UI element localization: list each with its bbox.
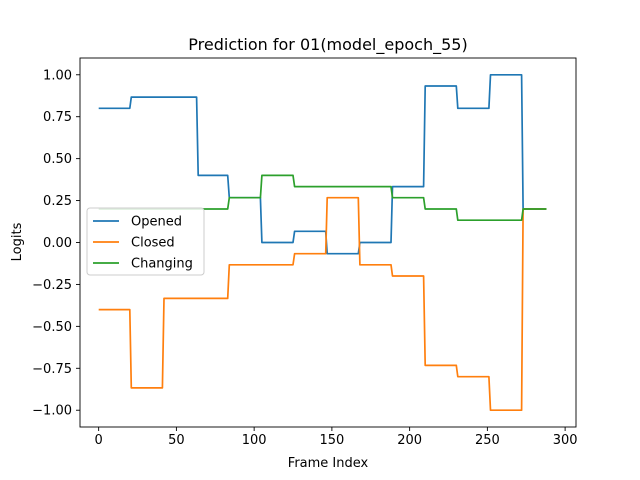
y-axis-label: Logits	[10, 222, 25, 261]
x-tick-label: 50	[168, 433, 185, 448]
y-tick-label: 0.00	[43, 236, 72, 251]
series-layer	[98, 73, 547, 412]
y-tick-label: −0.25	[32, 278, 72, 293]
legend: Opened Closed Changing	[86, 207, 205, 276]
legend-label-changing: Changing	[131, 257, 193, 272]
legend-label-closed: Closed	[131, 236, 175, 251]
series-line-opened	[98, 73, 547, 255]
x-tick-label: 100	[242, 433, 267, 448]
y-tick-label: −0.75	[32, 362, 72, 377]
y-tick-label: 1.00	[43, 68, 72, 83]
y-tick-label: 0.25	[43, 194, 72, 209]
y-tick-label: 0.50	[43, 152, 72, 167]
legend-label-opened: Opened	[131, 215, 182, 230]
series-line-closed	[98, 196, 547, 412]
x-tick-label: 200	[397, 433, 422, 448]
x-tick-label: 0	[95, 433, 103, 448]
y-tick-label: 0.75	[43, 110, 72, 125]
x-axis-label: Frame Index	[288, 456, 369, 471]
axes-layer: 0 50 100 150 200 250 300 −1.00 −0.75 −0.50 −0.25 0.…	[32, 57, 578, 448]
legend-box	[86, 207, 205, 276]
x-tick-label: 300	[553, 433, 578, 448]
x-tick-label: 250	[475, 433, 500, 448]
series-line-changing	[98, 174, 547, 222]
y-tick-label: −0.50	[32, 320, 72, 335]
y-tick-label: −1.00	[32, 404, 72, 419]
chart-title: Prediction for 01(model_epoch_55)	[188, 35, 467, 55]
x-tick-label: 150	[319, 433, 344, 448]
